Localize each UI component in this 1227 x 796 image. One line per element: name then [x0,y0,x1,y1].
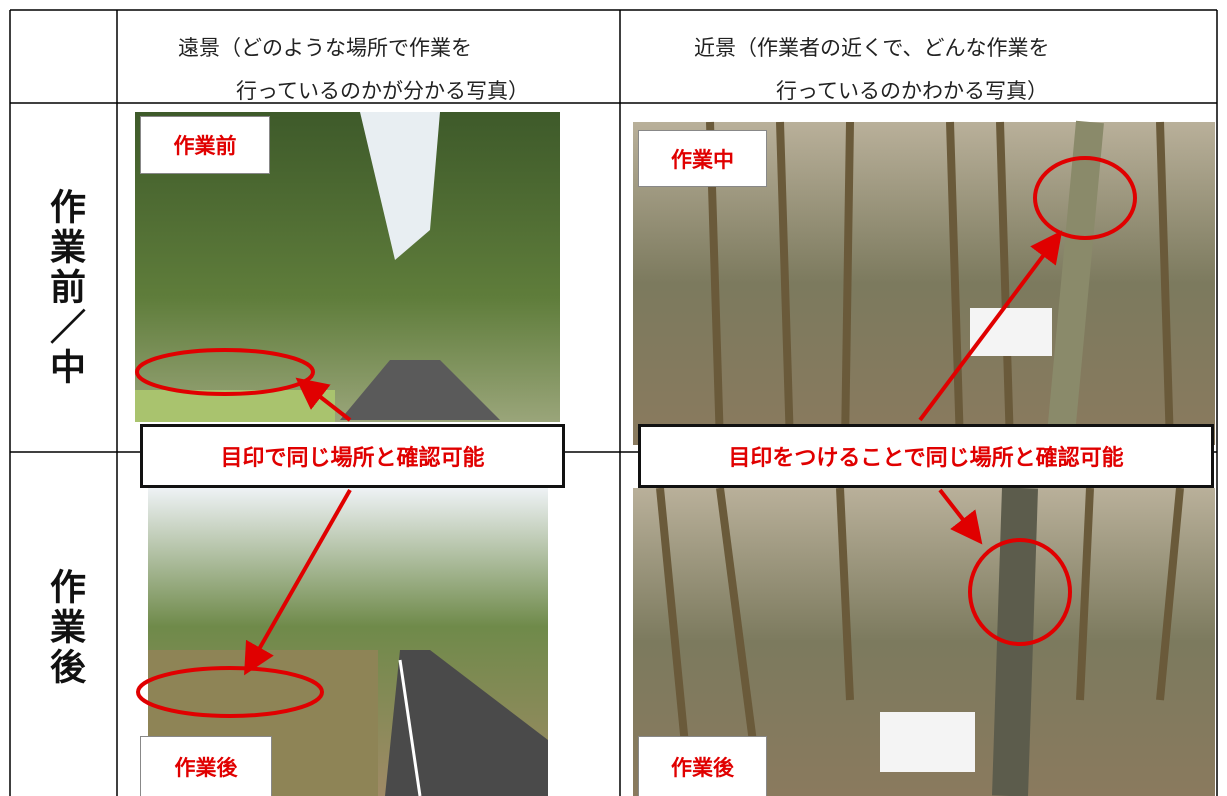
header-text: 遠景（どのような場所で作業を [178,36,472,60]
header-text: 行っているのかわかる写真） [776,79,1048,103]
callout: 目印をつけることで同じ場所と確認可能 [638,424,1214,488]
callout: 目印で同じ場所と確認可能 [140,424,565,488]
photo-label: 作業後 [638,736,767,796]
row-label: 作業後 [44,568,85,688]
arrows [244,230,1063,676]
photo-label: 作業中 [638,130,767,187]
row-label: 作業前／中 [44,188,85,388]
photo-far-before [135,112,560,422]
photo-label: 作業後 [140,736,272,796]
photo-label: 作業前 [140,116,270,174]
header-text: 近景（作業者の近くで、どんな作業を [694,36,1050,60]
header-text: 行っているのかが分かる写真） [236,79,529,103]
